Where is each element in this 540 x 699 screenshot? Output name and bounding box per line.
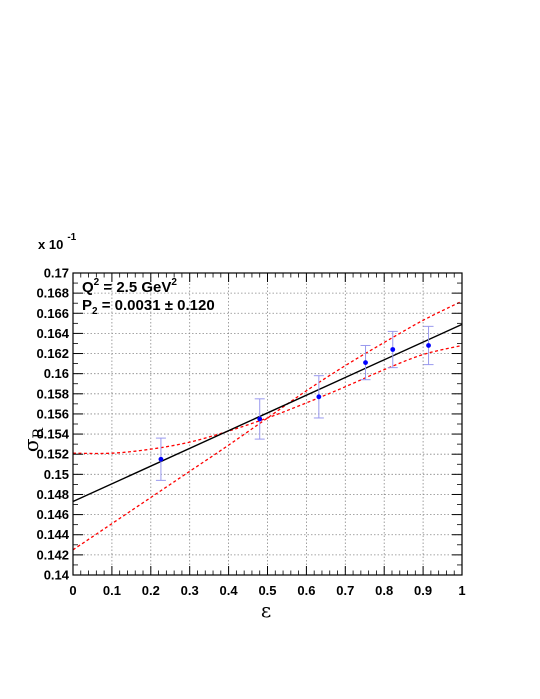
curves [72,300,463,551]
grid-lines [73,273,462,575]
y-tick-label: 0.168 [36,286,69,301]
y-tick-label: 0.144 [36,527,69,542]
p2-annotation: P2 = 0.0031 ± 0.120 [82,297,215,317]
x-tick-label: 0.1 [103,583,121,598]
y-tick-label: 0.146 [36,507,69,522]
error-band-upper-curve [72,300,463,551]
point-marker [363,360,368,365]
x-tick-label: 0 [69,583,76,598]
x-tick-label: 0.3 [181,583,199,598]
y-tick-label: 0.142 [36,547,69,562]
x-tick-label: 0.6 [297,583,315,598]
fit-line [72,323,463,503]
y-tick-label: 0.162 [36,346,69,361]
y-tick-label: 0.17 [44,266,69,281]
y-tick-label: 0.148 [36,487,69,502]
x-tick-label: 0.5 [258,583,276,598]
y-multiplier: x 10 -1 [38,232,77,252]
data-point [387,330,398,369]
y-tick-label: 0.164 [36,326,69,341]
data-point [155,437,166,481]
data-point [254,398,265,440]
error-band-lower-curve [72,344,463,455]
data-point [360,344,371,381]
x-tick-label: 0.2 [142,583,160,598]
tick-labels: 0 0.1 0.2 0.3 0.4 0.5 0.6 0.7 0.8 0.9 1 0.14 0.142 0.… [36,266,465,599]
x-tick-label: 0.4 [220,583,239,598]
y-tick-label: 0.154 [36,427,69,442]
y-tick-label: 0.16 [44,366,69,381]
data-point [423,325,434,366]
x-axis-label: ε [261,598,271,622]
axis-ticks [72,272,463,576]
data-points [155,325,434,481]
y-tick-label: 0.156 [36,406,69,421]
q2-annotation: Q2 = 2.5 GeV2 [82,277,177,296]
point-marker [426,343,431,348]
point-marker [158,456,164,462]
y-axis-label: σR [19,427,47,452]
point-marker [316,394,322,400]
point-marker [390,347,396,352]
y-tick-label: 0.14 [44,568,70,583]
y-tick-label: 0.152 [36,447,69,462]
x-tick-label: 1 [458,583,465,598]
x-tick-label: 0.9 [414,583,432,598]
x-tick-label: 0.8 [375,583,393,598]
y-tick-label: 0.158 [36,386,69,401]
data-point [313,375,324,419]
y-tick-label: 0.166 [36,306,69,321]
y-tick-label: 0.15 [44,467,69,482]
point-marker [257,416,263,422]
annotation: Q2 = 2.5 GeV2 P2 = 0.0031 ± 0.120 [82,277,215,317]
x-tick-label: 0.7 [336,583,354,598]
